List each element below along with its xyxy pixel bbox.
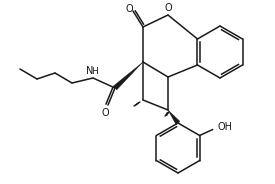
Text: O: O — [125, 4, 133, 14]
Polygon shape — [113, 62, 143, 90]
Text: N: N — [86, 66, 94, 76]
Text: H: H — [92, 66, 98, 75]
Polygon shape — [168, 110, 180, 125]
Text: O: O — [101, 108, 109, 118]
Text: OH: OH — [218, 123, 233, 132]
Text: O: O — [164, 3, 172, 13]
